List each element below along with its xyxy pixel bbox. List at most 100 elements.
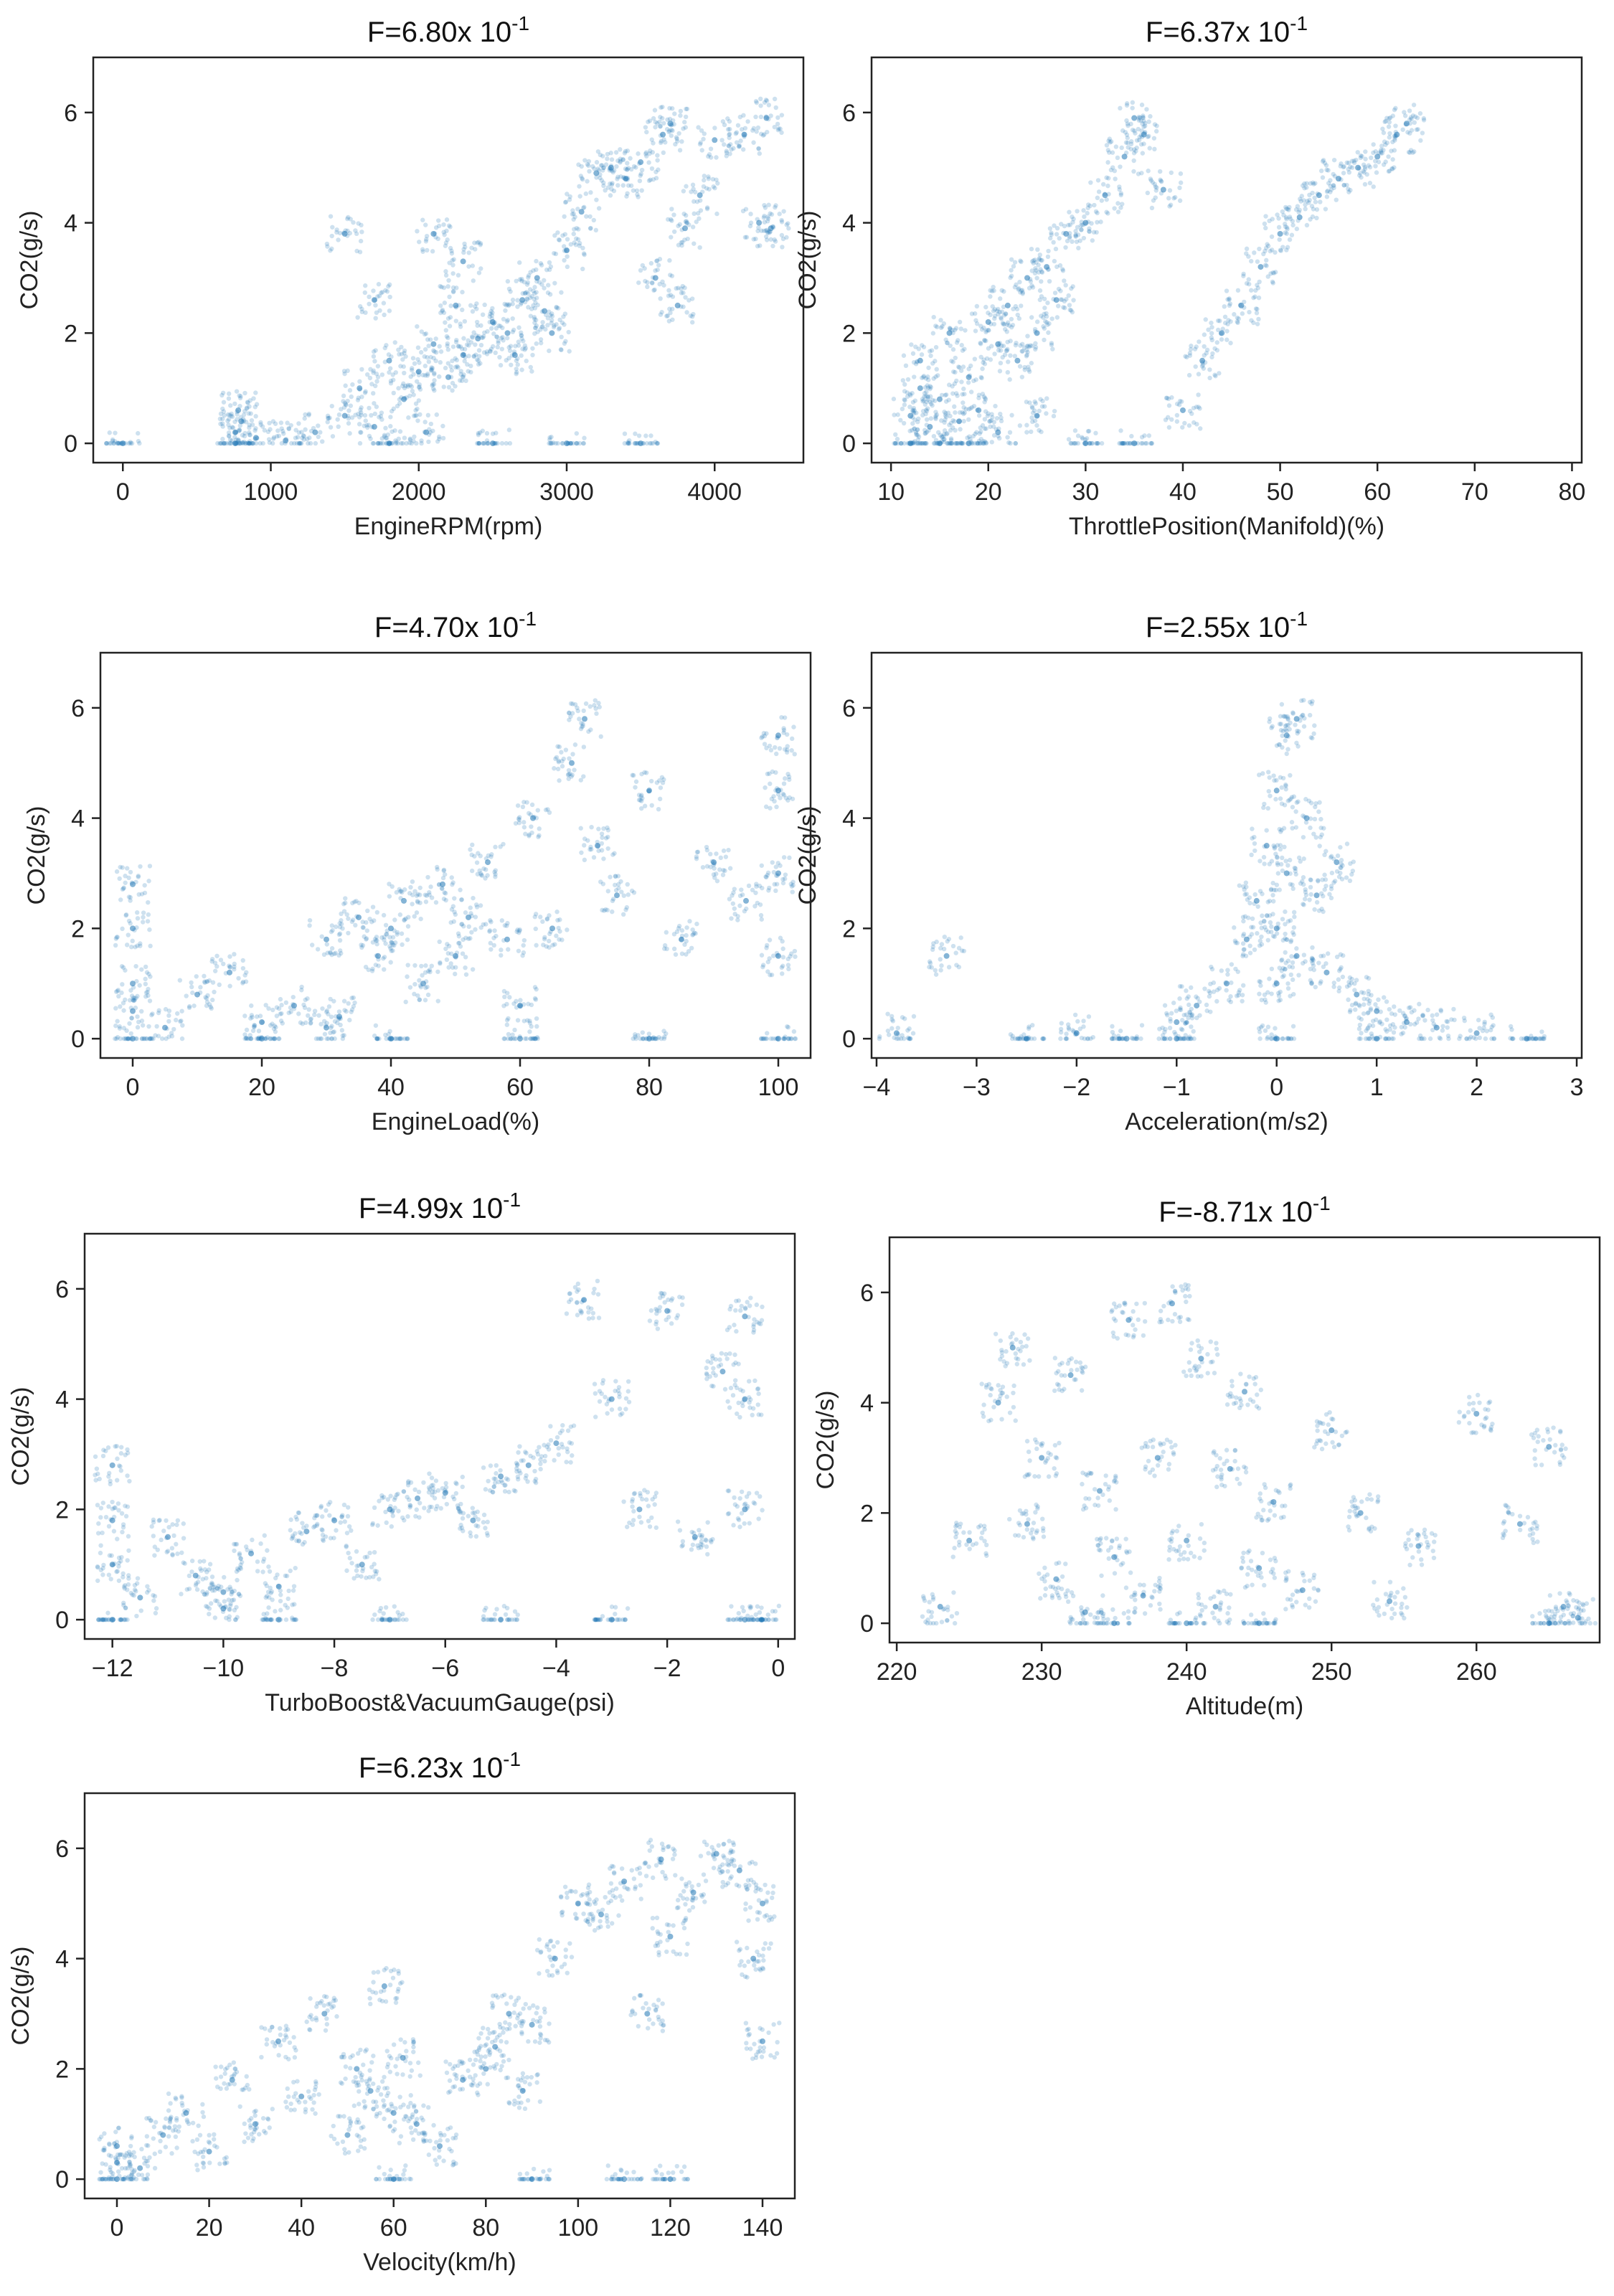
scatter-cloud-dot xyxy=(1074,239,1080,245)
scatter-cloud-dot xyxy=(520,346,525,351)
scatter-cloud-dot xyxy=(285,420,290,425)
scatter-cloud-dot xyxy=(546,938,552,944)
scatter-cloud-dot xyxy=(1009,257,1014,262)
scatter-cloud-dot xyxy=(542,278,547,283)
scatter-cloud-dot xyxy=(1044,396,1049,401)
scatter-cloud-dot xyxy=(978,374,983,380)
scatter-cloud-dot xyxy=(682,120,687,125)
scatter-cloud-dot xyxy=(1440,1028,1445,1033)
scatter-cloud-dot xyxy=(450,880,456,885)
scatter-cloud-dot xyxy=(430,383,435,388)
scatter-cloud-dot xyxy=(911,440,917,445)
scatter-cloud-dot xyxy=(926,365,931,370)
scatter-cloud-dot xyxy=(1104,197,1109,202)
scatter-cloud-dot xyxy=(1277,237,1282,242)
scatter-cloud-dot xyxy=(217,440,222,446)
scatter-cloud-dot xyxy=(460,290,465,295)
scatter-cloud-dot xyxy=(417,983,423,988)
scatter-cloud-dot xyxy=(524,359,529,364)
scatter-cloud-dot xyxy=(1393,123,1398,128)
scatter-cloud-dot xyxy=(1320,877,1325,882)
scatter-cloud-dot xyxy=(650,150,656,155)
scatter-cloud-dot xyxy=(1275,862,1280,867)
scatter-cloud-dot xyxy=(359,367,364,372)
scatter-cloud-dot xyxy=(476,851,481,856)
scatter-cloud-dot xyxy=(1383,159,1388,164)
scatter-cloud-dot xyxy=(1289,820,1295,825)
scatter-cloud-dot xyxy=(643,1036,649,1041)
scatter-cloud-dot xyxy=(507,348,513,354)
scatter-cloud-dot xyxy=(528,812,533,817)
scatter-cloud-dot xyxy=(641,440,646,446)
scatter-cloud-dot xyxy=(430,428,435,433)
scatter-cloud-dot xyxy=(787,777,792,783)
scatter-cloud-dot xyxy=(562,311,568,316)
scatter-cloud-dot xyxy=(221,409,227,414)
data-point xyxy=(943,953,950,959)
scatter-cloud-dot xyxy=(1081,1024,1086,1029)
scatter-cloud-dot xyxy=(609,157,615,162)
scatter-cloud-dot xyxy=(725,116,730,121)
scatter-cloud-dot xyxy=(534,258,539,264)
scatter-cloud-dot xyxy=(562,258,567,263)
scatter-cloud-dot xyxy=(1268,793,1273,798)
scatter-cloud-dot xyxy=(575,237,581,242)
scatter-cloud-dot xyxy=(1058,1030,1064,1035)
scatter-cloud-dot xyxy=(1280,868,1285,874)
scatter-cloud-dot xyxy=(438,961,443,966)
scatter-cloud-dot xyxy=(1404,1016,1409,1022)
scatter-cloud-dot xyxy=(166,1013,171,1019)
scatter-cloud-dot xyxy=(435,218,441,223)
scatter-cloud-dot xyxy=(696,125,701,130)
scatter-cloud-dot xyxy=(930,947,935,953)
scatter-cloud-dot xyxy=(1331,984,1336,989)
scatter-cloud-dot xyxy=(392,340,397,345)
scatter-cloud-dot xyxy=(949,359,954,364)
scatter-cloud-dot xyxy=(1039,404,1045,409)
scatter-cloud-dot xyxy=(431,348,436,353)
scatter-cloud-dot xyxy=(1430,1018,1435,1023)
scatter-cloud-dot xyxy=(600,153,605,159)
scatter-cloud-dot xyxy=(217,416,223,422)
scatter-cloud-dot xyxy=(524,800,529,805)
scatter-cloud-dot xyxy=(1352,988,1357,993)
scatter-cloud-dot xyxy=(349,415,355,420)
scatter-cloud-dot xyxy=(902,397,907,402)
scatter-cloud-dot xyxy=(1059,1021,1065,1026)
scatter-cloud-dot xyxy=(366,422,372,427)
scatter-cloud-dot xyxy=(686,298,692,303)
scatter-cloud-dot xyxy=(886,1032,892,1037)
scatter-cloud-dot xyxy=(972,356,978,362)
scatter-cloud-dot xyxy=(1438,1007,1443,1013)
scatter-cloud-dot xyxy=(733,131,738,136)
scatter-cloud-dot xyxy=(179,1008,184,1014)
scatter-cloud-dot xyxy=(527,1019,532,1024)
scatter-cloud-dot xyxy=(233,440,238,446)
scatter-cloud-dot xyxy=(1037,408,1042,414)
scatter-cloud-dot xyxy=(1334,869,1340,874)
scatter-cloud-dot xyxy=(642,803,648,808)
scatter-cloud-dot xyxy=(240,958,245,963)
scatter-cloud-dot xyxy=(1290,710,1296,715)
scatter-cloud-dot xyxy=(519,353,524,358)
scatter-cloud-dot xyxy=(677,148,683,153)
scatter-cloud-dot xyxy=(286,426,292,432)
scatter-cloud-dot xyxy=(1029,259,1035,264)
scatter-cloud-dot xyxy=(721,848,727,854)
scatter-cloud-dot xyxy=(762,734,768,739)
scatter-cloud-dot xyxy=(778,863,783,869)
scatter-cloud-dot xyxy=(638,171,643,176)
scatter-cloud-dot xyxy=(357,379,362,384)
scatter-cloud-dot xyxy=(971,378,976,384)
scatter-cloud-dot xyxy=(757,151,762,156)
scatter-cloud-dot xyxy=(644,129,649,135)
scatter-cloud-dot xyxy=(1009,273,1014,278)
scatter-cloud-dot xyxy=(1080,436,1085,441)
scatter-cloud-dot xyxy=(969,405,975,410)
scatter-cloud-dot xyxy=(673,952,679,957)
scatter-cloud-dot xyxy=(424,233,430,239)
scatter-cloud-dot xyxy=(329,1024,334,1029)
scatter-cloud-dot xyxy=(960,392,965,397)
scatter-cloud-dot xyxy=(1274,882,1280,887)
scatter-cloud-dot xyxy=(266,437,272,442)
